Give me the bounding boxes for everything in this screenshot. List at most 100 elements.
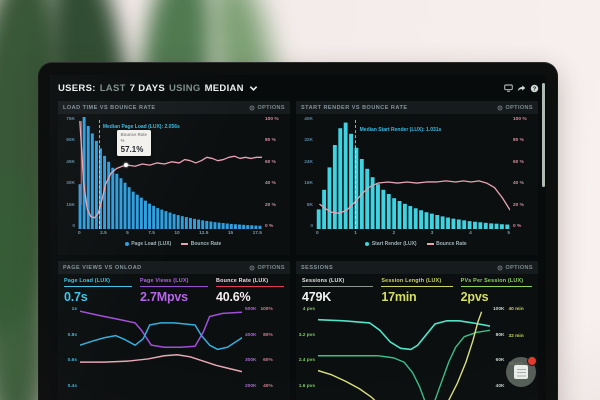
y-axis-right-dual: 500K 400K 300K 200K 100% 80% 60% 40%	[242, 307, 288, 389]
panel-header: LOAD TIME VS BOUNCE RATE OPTIONS	[58, 101, 290, 114]
axis-tick: 2.5	[100, 231, 107, 236]
panel-title: LOAD TIME VS BOUNCE RATE	[63, 104, 156, 111]
axis-tick: 20 %	[513, 202, 524, 208]
metric: PVs Per Session (LUX) 2pvs	[460, 278, 532, 304]
legend-swatch	[181, 243, 189, 245]
x-axis: 0 2.5 5 7.5 10 12.5 15 17.5	[78, 229, 262, 238]
axis-tick: 60 %	[513, 159, 524, 165]
y-axis-right: 100 % 80 % 60 % 40 % 20 % 0 %	[510, 117, 534, 229]
axis-tick: 20 %	[265, 202, 276, 208]
panel-title: SESSIONS	[301, 264, 334, 271]
options-label: OPTIONS	[505, 264, 533, 271]
axis-tick: 1s	[71, 307, 77, 312]
axis-tick: 100 %	[513, 117, 527, 122]
metric-label: Sessions (LUX)	[302, 278, 374, 287]
topbar-icons: ?	[504, 84, 539, 93]
axis-tick: 3	[430, 231, 434, 236]
metric: Page Load (LUX) 0.7s	[64, 278, 132, 304]
options-button[interactable]: OPTIONS	[497, 265, 533, 271]
axis-tick: 80K	[495, 332, 505, 338]
y-axis-left: 75K 60K 45K 30K 15K 0	[60, 117, 78, 229]
filter-selector[interactable]: USERS: LAST 7 DAYS USING MEDIAN	[58, 83, 258, 94]
y-axis-left: 1s 0.8s 0.6s 0.4s	[60, 307, 80, 389]
tooltip: Bounce Rate % 57.1%	[116, 130, 151, 157]
options-button[interactable]: OPTIONS	[497, 105, 533, 111]
axis-tick: 1.6 pvs	[298, 383, 315, 389]
axis-tick: 75K	[66, 117, 75, 122]
panel-title: START RENDER VS BOUNCE RATE	[301, 104, 408, 111]
axis-tick: 0.4s	[67, 383, 77, 389]
metric-value: 479K	[302, 290, 332, 304]
axis-tick: 40 min	[508, 307, 524, 312]
median-marker-line	[99, 120, 101, 229]
axis-tick: 100K	[493, 307, 505, 312]
panel-start-render-vs-bounce-rate: START RENDER VS BOUNCE RATE OPTIONS 40K 3…	[296, 101, 538, 255]
axis-tick: 0	[310, 223, 313, 229]
options-button[interactable]: OPTIONS	[249, 105, 285, 111]
metric: Page Views (LUX) 2.7Mpvs	[140, 278, 208, 304]
scrollbar[interactable]	[542, 83, 545, 187]
legend-label: Page Load (LUX)	[131, 241, 172, 247]
chevron-down-icon	[249, 85, 258, 91]
sessions-line-chart[interactable]	[318, 307, 490, 400]
axis-tick: 80%	[263, 332, 273, 338]
gear-icon	[250, 265, 255, 270]
help-widget-button[interactable]	[506, 356, 537, 387]
metric-label: Bounce Rate (LUX)	[216, 278, 284, 287]
metric-label: Session Length (LUX)	[381, 278, 453, 287]
load-time-histogram[interactable]: Median Page Load (LUX): 2.056s Bounce Ra…	[78, 117, 262, 229]
legend-item[interactable]: Bounce Rate	[426, 241, 467, 247]
display-icon[interactable]	[504, 84, 513, 92]
options-button[interactable]: OPTIONS	[249, 265, 285, 271]
axis-tick: 7.5	[148, 231, 155, 236]
svg-text:?: ?	[533, 86, 537, 92]
y-axis-left: 4 pvs 3.2 pvs 2.4 pvs 1.6 pvs	[298, 307, 318, 389]
metric: Sessions (LUX) 479K	[302, 278, 374, 304]
panel-header: START RENDER VS BOUNCE RATE OPTIONS	[296, 101, 538, 114]
legend-item[interactable]: Page Load (LUX)	[124, 241, 172, 247]
panel-page-views-vs-onload: PAGE VIEWS VS ONLOAD OPTIONS Page Load (…	[58, 261, 290, 400]
metric: Bounce Rate (LUX) 40.6%	[216, 278, 284, 304]
changelog-icon	[514, 365, 528, 379]
panel-sessions: SESSIONS OPTIONS Sessions (LUX) 479K Sessi…	[296, 261, 538, 400]
chart-area: 75K 60K 45K 30K 15K 0 Median Page Load (LUX):…	[58, 114, 290, 250]
chart-area: 4 pvs 3.2 pvs 2.4 pvs 1.6 pvs 100K 80K 60K 40K…	[296, 307, 538, 400]
start-render-histogram[interactable]: Median Start Render (LUX): 1.031s	[316, 117, 510, 229]
page-views-line-chart[interactable]	[80, 307, 242, 400]
metric-value: 0.7s	[64, 290, 88, 304]
aggregation-label: MEDIAN	[204, 82, 244, 94]
axis-tick: 60K	[66, 138, 75, 144]
axis-tick: 8K	[306, 202, 313, 208]
users-label: USERS:	[58, 82, 96, 94]
axis-tick: 0.8s	[67, 332, 77, 338]
notification-badge	[527, 356, 537, 366]
legend-item[interactable]: Start Render (LUX)	[365, 241, 417, 247]
axis-tick: 30K	[66, 181, 75, 187]
panel-header: PAGE VIEWS VS ONLOAD OPTIONS	[58, 261, 290, 274]
axis-tick: 0.6s	[67, 358, 77, 364]
y-axis-right-bounce: 100% 80% 60% 40%	[260, 307, 272, 389]
chart-legend: Page Load (LUX) Bounce Rate	[60, 238, 286, 250]
axis-tick: 100%	[260, 307, 273, 312]
legend-swatch	[426, 243, 434, 245]
axis-tick: 500K	[245, 307, 257, 312]
share-icon[interactable]	[517, 84, 526, 92]
axis-tick: 400K	[245, 332, 257, 338]
dashboard-screen: USERS: LAST 7 DAYS USING MEDIAN ? LOAD T…	[50, 75, 546, 400]
chart-area: 40K 32K 24K 16K 8K 0 Median Start Render (LUX…	[296, 114, 538, 250]
help-icon[interactable]: ?	[530, 84, 539, 93]
axis-tick: 0 %	[513, 223, 522, 229]
metric: Session Length (LUX) 17min	[381, 278, 453, 304]
range-label: 7 DAYS	[129, 82, 165, 94]
metric-label: PVs Per Session (LUX)	[460, 278, 532, 287]
legend-item[interactable]: Bounce Rate	[181, 241, 221, 247]
y-axis-right-pageviews: 500K 400K 300K 200K	[245, 307, 256, 389]
axis-tick: 32K	[304, 138, 313, 144]
axis-tick: 60 %	[265, 159, 276, 165]
line-chart-svg	[80, 307, 242, 400]
histogram-svg	[316, 122, 510, 229]
metric-label: Page Load (LUX)	[64, 278, 132, 287]
axis-tick: 40%	[263, 383, 273, 389]
axis-tick: 0	[316, 231, 319, 236]
